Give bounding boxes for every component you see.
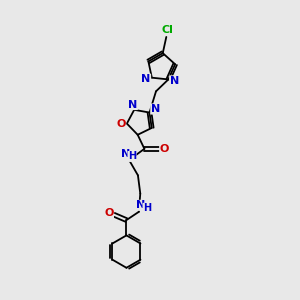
- Text: O: O: [160, 144, 169, 154]
- Text: N: N: [128, 100, 137, 110]
- Text: O: O: [116, 118, 126, 129]
- Text: N: N: [136, 200, 146, 210]
- Text: N: N: [151, 104, 160, 114]
- Text: H: H: [128, 152, 136, 161]
- Text: Cl: Cl: [162, 26, 174, 35]
- Text: H: H: [143, 203, 151, 213]
- Text: N: N: [141, 74, 151, 84]
- Text: N: N: [169, 76, 179, 86]
- Text: O: O: [104, 208, 113, 218]
- Text: N: N: [121, 148, 130, 158]
